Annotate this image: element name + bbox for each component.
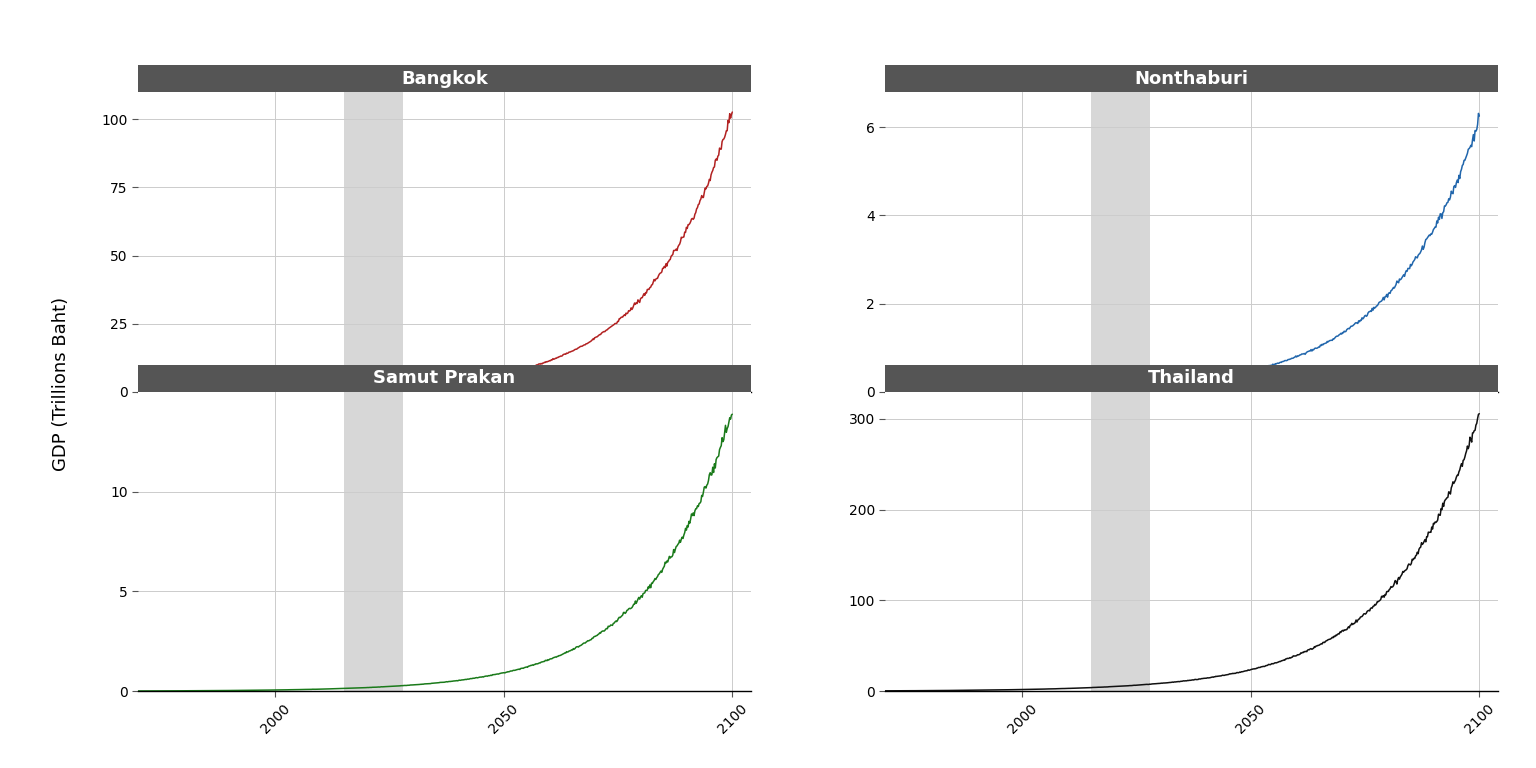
FancyBboxPatch shape	[138, 65, 751, 92]
Bar	[1091, 392, 1150, 691]
Text: Samut Prakan: Samut Prakan	[373, 369, 516, 387]
FancyBboxPatch shape	[885, 65, 1498, 92]
Text: GDP (Trillions Baht): GDP (Trillions Baht)	[52, 297, 71, 471]
Text: Bangkok: Bangkok	[401, 70, 488, 88]
FancyBboxPatch shape	[138, 365, 751, 392]
Bar	[344, 92, 404, 392]
Bar	[344, 392, 404, 691]
FancyBboxPatch shape	[885, 365, 1498, 392]
Bar	[1091, 92, 1150, 392]
Text: Nonthaburi: Nonthaburi	[1135, 70, 1249, 88]
Text: Thailand: Thailand	[1147, 369, 1235, 387]
